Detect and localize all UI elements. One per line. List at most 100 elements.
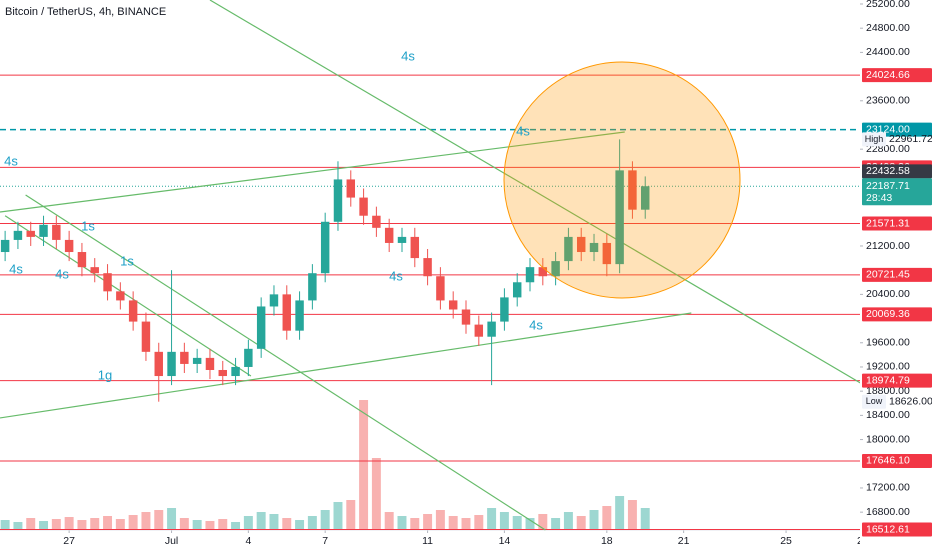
candle-body — [308, 273, 317, 301]
volume-bar — [615, 496, 625, 530]
y-tick-label: 20400.00 — [866, 288, 910, 300]
volume-bar — [39, 521, 49, 530]
candle-body — [128, 300, 138, 322]
annotation: 4s — [4, 153, 18, 168]
level-label: 17646.10 — [866, 455, 910, 467]
hl-name: Low — [866, 396, 883, 406]
volume-bar — [77, 520, 87, 530]
x-tick-label: Jul — [165, 535, 178, 547]
candle-body — [244, 348, 253, 367]
volume-bar — [205, 521, 215, 530]
chart-title: Bitcoin / TetherUS, 4h, BINANCE — [5, 6, 166, 18]
candle-body — [461, 309, 471, 325]
level-box — [862, 307, 932, 322]
candle-body — [192, 357, 202, 364]
y-tick-label: 17200.00 — [866, 482, 910, 494]
y-tick-label: 24400.00 — [866, 46, 910, 58]
candle-body — [359, 197, 368, 216]
volume-bar — [589, 510, 599, 530]
volume-bar — [602, 506, 612, 530]
dashed-level-label: 23124.00 — [866, 123, 910, 135]
candle-body — [474, 324, 484, 337]
volume-bar — [64, 517, 74, 530]
x-tick-label: 14 — [499, 535, 511, 547]
candle-body — [218, 369, 227, 377]
candle-body — [615, 170, 624, 265]
candle-body — [576, 236, 586, 253]
highlight-circle — [503, 61, 741, 299]
candle-body — [525, 267, 535, 283]
volume-bar — [218, 519, 228, 530]
volume-bar — [346, 500, 356, 530]
volume-bar — [295, 520, 305, 530]
volume-bar — [525, 518, 535, 530]
annotation: 1s — [81, 218, 95, 233]
y-tick-label: 23600.00 — [866, 95, 910, 107]
volume-bar — [384, 512, 394, 530]
volume-bar — [243, 516, 253, 530]
price-axis: 25200.0024800.0024400.0023600.0022800.00… — [860, 0, 932, 550]
candle-body — [26, 230, 35, 237]
y-tick-label: 24800.00 — [866, 22, 910, 34]
candle-body — [384, 227, 394, 243]
candle-body — [0, 239, 10, 253]
volume-bar — [333, 502, 343, 530]
volume-bar — [397, 516, 407, 530]
annotation: 4s — [401, 48, 415, 63]
candle-body — [282, 294, 291, 331]
candle-body — [141, 321, 151, 352]
candle-body — [77, 252, 87, 268]
volume-bar — [115, 519, 125, 530]
volume-bar — [269, 514, 279, 530]
volume-bar — [103, 516, 113, 530]
annotation: 4s — [55, 266, 69, 281]
candle-body — [205, 357, 215, 370]
candle-body — [397, 236, 407, 243]
annotation: 4s — [389, 268, 403, 283]
candle-body — [512, 282, 522, 298]
candle-body — [333, 179, 343, 222]
y-tick-label: 18000.00 — [866, 433, 910, 445]
trendline — [209, 0, 882, 396]
volume-bar — [167, 508, 177, 530]
x-tick-label: 4 — [245, 535, 251, 547]
volume-bar — [128, 515, 138, 530]
last-price-box — [862, 178, 932, 206]
volume-bar — [435, 510, 445, 530]
volume-bar — [307, 516, 317, 530]
x-tick-label: 7 — [322, 535, 328, 547]
trendline — [25, 194, 546, 531]
volume-bar — [256, 512, 266, 530]
y-tick-label: 19600.00 — [866, 337, 910, 349]
candle-body — [295, 300, 304, 331]
last-price-label: 22187.71 — [866, 180, 910, 192]
candle-body — [116, 291, 125, 301]
level-box — [862, 68, 932, 83]
volume-bar — [320, 510, 330, 530]
candle-body — [39, 224, 48, 237]
level-box — [862, 373, 932, 388]
annotation: 1s — [120, 253, 134, 268]
candle-body — [372, 215, 381, 228]
x-tick-label: 11 — [422, 535, 433, 547]
hl-tag — [862, 394, 886, 409]
volume-bar — [487, 508, 497, 530]
volume-bar — [538, 514, 548, 530]
volume-bar — [282, 518, 292, 530]
volume-bar — [51, 519, 61, 530]
candle-body — [231, 366, 240, 377]
y-tick-label: 18800.00 — [866, 385, 910, 397]
candle-body — [320, 221, 330, 274]
candle-body — [103, 273, 112, 292]
volume-bar — [90, 518, 100, 530]
countdown-label: 28:43 — [866, 192, 892, 204]
candle-body — [90, 267, 99, 274]
y-tick-label: 21200.00 — [866, 240, 910, 252]
candle-body — [500, 297, 509, 322]
candle-body — [167, 351, 176, 377]
y-tick-label: 16800.00 — [866, 506, 910, 518]
candle-body — [423, 258, 432, 277]
volume-bar — [461, 518, 471, 530]
candle-body — [564, 236, 573, 262]
